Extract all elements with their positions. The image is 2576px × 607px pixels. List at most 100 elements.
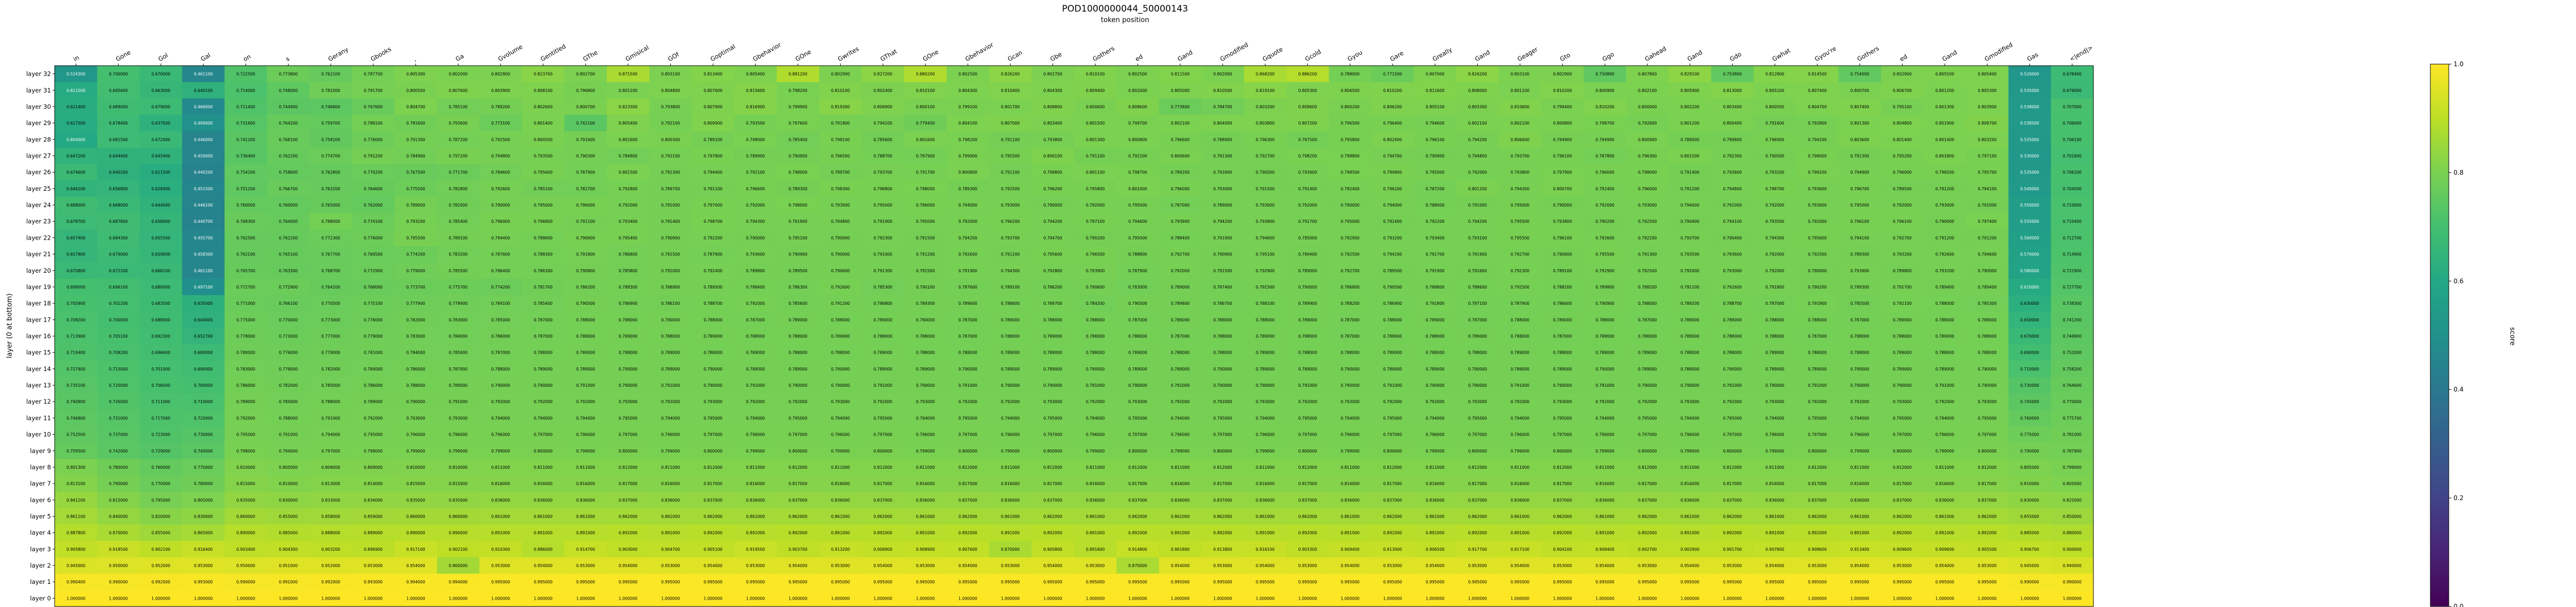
heatmap-cell — [734, 147, 778, 164]
heatmap-cell — [1923, 459, 1967, 476]
heatmap-cell — [904, 524, 947, 541]
cell-value-label: 0.787000 — [491, 351, 510, 355]
colorbar-tick-label: 0.0 — [2454, 603, 2463, 607]
heatmap-cell — [776, 229, 820, 246]
heatmap-cell — [819, 229, 862, 246]
heatmap-cell — [1201, 246, 1244, 263]
cell-value-label: 0.727900 — [67, 367, 86, 372]
cell-value-label: 0.990000 — [237, 580, 255, 584]
cell-value-label: 0.995000 — [831, 580, 850, 584]
cell-value-label: 0.953000 — [1893, 563, 1912, 568]
heatmap-cell — [2051, 229, 2094, 246]
heatmap-cell — [1583, 98, 1627, 116]
heatmap-cell — [352, 524, 395, 541]
cell-value-label: 0.995000 — [1256, 580, 1275, 584]
cell-value-label: 0.788100 — [1256, 301, 1275, 306]
cell-value-label: 0.900000 — [2063, 547, 2082, 552]
cell-value-label: 0.790000 — [831, 367, 850, 372]
heatmap-cell — [776, 573, 820, 591]
heatmap-cell — [1923, 311, 1967, 328]
heatmap-cell — [1583, 213, 1627, 230]
cell-value-label: 0.795800 — [1341, 137, 1359, 142]
heatmap-cell — [1159, 557, 1202, 574]
heatmap-cell — [1328, 541, 1372, 558]
cell-value-label: 0.799000 — [1681, 449, 1700, 454]
cell-value-label: 0.791900 — [1808, 301, 1827, 306]
cell-value-label: 0.995000 — [661, 580, 680, 584]
cell-value-label: 0.837000 — [958, 498, 977, 502]
cell-value-label: 0.787000 — [1341, 317, 1359, 322]
column-label: Gwhat — [1771, 47, 1792, 63]
heatmap-cell — [522, 557, 565, 574]
cell-value-label: 0.789000 — [1171, 317, 1190, 322]
cell-value-label: 0.812000 — [1128, 465, 1147, 470]
heatmap-cell — [1881, 164, 1924, 181]
heatmap-cell — [1753, 147, 1797, 164]
cell-value-label: 0.791200 — [1935, 235, 1954, 240]
cell-value-label: 0.791800 — [1426, 301, 1445, 306]
heatmap-cell — [1881, 524, 1924, 541]
heatmap-cell — [394, 590, 437, 607]
cell-value-label: 0.904100 — [1553, 547, 1572, 552]
cell-value-label: 0.789000 — [1681, 334, 1700, 339]
cell-value-label: 0.789000 — [1935, 367, 1954, 372]
heatmap-cell — [1541, 573, 1585, 591]
heatmap-cell — [522, 459, 565, 476]
heatmap-cell — [1159, 213, 1202, 230]
heatmap-cell — [224, 524, 268, 541]
cell-value-label: 0.791500 — [1213, 269, 1232, 273]
cell-value-label: 0.800000 — [874, 449, 893, 454]
heatmap-cell — [1626, 524, 1669, 541]
heatmap-cell — [55, 82, 98, 99]
heatmap-cell — [1923, 147, 1967, 164]
heatmap-cell — [1966, 524, 2009, 541]
heatmap-cell — [394, 98, 437, 116]
heatmap-cell — [1456, 246, 1499, 263]
cell-value-label: 0.793200 — [1765, 170, 1784, 175]
cell-value-label: 0.908600 — [1808, 547, 1827, 552]
heatmap-cell — [1116, 66, 1160, 83]
heatmap-cell — [904, 295, 947, 312]
cell-value-label: 0.835000 — [406, 498, 425, 502]
cell-value-label: 0.798200 — [789, 88, 807, 93]
cell-value-label: 0.995000 — [1510, 580, 1529, 584]
heatmap-cell — [1881, 541, 1924, 558]
heatmap-cell — [1796, 541, 1839, 558]
colorbar-ticks: 0.00.20.40.60.81.0 — [2449, 60, 2463, 607]
heatmap-cell — [2051, 524, 2094, 541]
cell-value-label: 0.704500 — [2063, 187, 2082, 191]
heatmap-cell — [1498, 180, 1542, 198]
heatmap-cell — [904, 475, 947, 492]
cell-value-label: 0.760000 — [237, 203, 255, 208]
cell-value-label: 0.811600 — [1426, 88, 1445, 93]
cell-value-label: 0.774200 — [406, 252, 425, 257]
cell-value-label: 0.790000 — [1468, 383, 1487, 388]
heatmap-cell — [2051, 197, 2094, 214]
cell-value-label: 0.799000 — [1765, 449, 1784, 454]
cell-value-label: 0.789000 — [619, 334, 638, 339]
heatmap-cell — [819, 327, 862, 345]
heatmap-cell — [1541, 82, 1585, 99]
cell-value-label: 0.801500 — [1086, 121, 1105, 126]
cell-value-label: 0.954000 — [958, 563, 977, 568]
cell-value-label: 0.789000 — [1638, 367, 1657, 372]
heatmap-cell — [224, 377, 268, 394]
cell-value-label: 0.811000 — [916, 465, 935, 470]
heatmap-cell — [394, 459, 437, 476]
heatmap-cell — [1371, 115, 1414, 132]
cell-value-label: 0.793000 — [1978, 399, 1997, 404]
cell-value-label: 0.794200 — [1808, 137, 1827, 142]
cell-value-label: 0.793000 — [1893, 399, 1912, 404]
heatmap-cell — [1244, 426, 1287, 443]
heatmap-cell — [1074, 541, 1117, 558]
heatmap-cell — [1966, 164, 2009, 181]
heatmap-cell — [1711, 295, 1754, 312]
heatmap-cell — [1414, 590, 1457, 607]
cell-value-label: 0.789000 — [1001, 367, 1020, 372]
cell-value-label: 0.799000 — [1341, 449, 1359, 454]
cell-value-label: 0.951000 — [279, 563, 298, 568]
cell-value-label: 0.794200 — [1383, 252, 1402, 257]
heatmap-cell — [819, 82, 862, 99]
heatmap-cell — [267, 115, 310, 132]
heatmap-cell — [1669, 180, 1712, 198]
